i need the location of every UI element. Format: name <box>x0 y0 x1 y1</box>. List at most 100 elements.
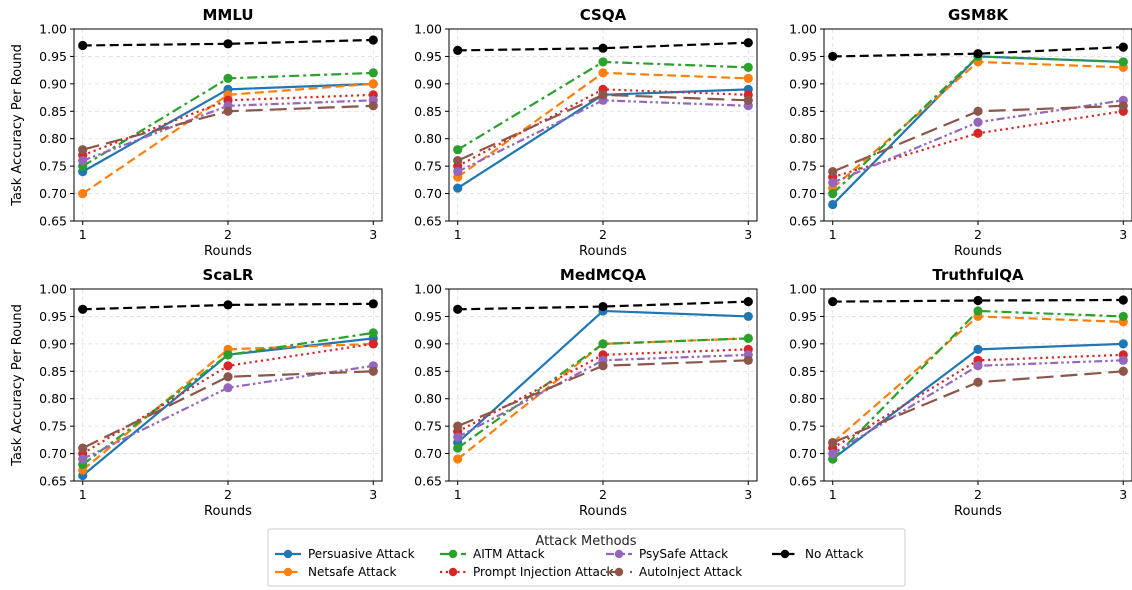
plot-frame <box>823 288 1132 482</box>
legend-swatch-marker <box>448 549 458 559</box>
x-axis-label: Rounds <box>204 504 252 519</box>
data-point-aitm-attack <box>223 350 233 360</box>
subplot-medmcqa: MedMCQA 0.65 0.70 0.75 0.80 0.85 0.90 0.95 1.00 1… <box>414 266 758 519</box>
y-tick-label: 0.90 <box>414 336 442 351</box>
y-tick-label: 0.75 <box>789 159 817 174</box>
data-point-netsafe-attack <box>598 68 608 78</box>
y-tick-label: 0.85 <box>39 364 67 379</box>
legend-label: Netsafe Attack <box>308 565 396 579</box>
plot-frame <box>448 288 758 482</box>
legend-swatch-marker <box>614 549 624 559</box>
series-line-no-attack <box>82 38 374 47</box>
data-point-aitm-attack <box>368 328 378 338</box>
subplot-title: GSM8K <box>948 6 1009 24</box>
data-point-autoinject-attack <box>223 372 233 382</box>
series-line-autoinject-attack <box>82 370 374 450</box>
data-point-aitm-attack <box>743 62 753 72</box>
data-point-no-attack <box>223 300 233 310</box>
data-point-no-attack <box>828 51 838 62</box>
series-line-netsafe-attack <box>457 337 749 460</box>
data-point-autoinject-attack <box>453 421 463 431</box>
data-point-psysafe-attack <box>78 454 88 464</box>
x-tick-label: 3 <box>1119 487 1127 502</box>
x-tick-label: 2 <box>599 227 607 242</box>
y-tick-label: 0.90 <box>39 76 67 91</box>
legend-swatch-marker <box>614 567 624 577</box>
series-line-aitm-attack <box>831 309 1124 460</box>
y-tick-label: 0.95 <box>414 49 442 64</box>
data-point-persuasive-attack <box>973 344 983 354</box>
y-tick-label: 0.65 <box>414 474 442 489</box>
legend-label: AITM Attack <box>473 547 545 561</box>
series-line-no-attack <box>82 302 374 311</box>
data-point-no-attack <box>973 295 983 306</box>
data-point-no-attack <box>828 297 838 307</box>
data-point-no-attack <box>453 45 463 55</box>
subplot-truthfulqa: TruthfulQA 0.65 0.70 0.75 0.80 0.85 0.90 0.95 1.… <box>789 266 1132 519</box>
series-line-psysafe-attack <box>832 359 1124 455</box>
x-tick-label: 2 <box>224 487 232 502</box>
subplot-title: MedMCQA <box>560 266 647 284</box>
data-point-autoinject-attack <box>368 101 378 111</box>
data-point-netsafe-attack <box>78 188 88 199</box>
y-tick-label: 0.80 <box>789 391 817 406</box>
data-point-autoinject-attack <box>598 361 608 371</box>
x-tick-label: 1 <box>829 227 837 242</box>
legend-title: Attack Methods <box>535 534 636 549</box>
legend-entry-aitm-attack: AITM Attack <box>440 547 545 561</box>
y-tick-label: 0.70 <box>414 186 442 201</box>
data-point-autoinject-attack <box>828 438 838 448</box>
data-point-autoinject-attack <box>78 145 88 155</box>
data-point-autoinject-attack <box>453 156 463 166</box>
data-point-psysafe-attack <box>828 448 838 459</box>
legend-entry-no-attack: No Attack <box>772 547 863 561</box>
legend-entry-persuasive-attack: Persuasive Attack <box>275 547 415 561</box>
y-tick-label: 0.85 <box>789 104 817 119</box>
legend-swatch-marker <box>448 567 458 577</box>
data-point-netsafe-attack <box>453 454 463 464</box>
data-point-autoinject-attack <box>743 95 753 105</box>
data-point-autoinject-attack <box>1118 366 1128 376</box>
x-tick-label: 2 <box>224 227 232 242</box>
data-point-autoinject-attack <box>78 443 88 453</box>
y-tick-label: 0.80 <box>414 131 442 146</box>
data-point-psysafe-attack <box>973 117 983 127</box>
subplot-title: CSQA <box>580 6 627 24</box>
data-point-netsafe-attack <box>743 73 753 83</box>
data-point-prompt-injection-attack <box>223 361 233 371</box>
y-tick-label: 0.75 <box>414 419 442 434</box>
y-tick-label: 0.90 <box>789 76 817 91</box>
x-axis-label: Rounds <box>954 244 1002 259</box>
data-point-no-attack <box>368 299 378 309</box>
y-tick-label: 0.65 <box>789 474 817 489</box>
x-tick-label: 2 <box>599 487 607 502</box>
x-tick-label: 1 <box>829 487 837 502</box>
data-point-prompt-injection-attack <box>368 339 378 349</box>
y-tick-label: 1.00 <box>789 282 817 297</box>
x-tick-label: 3 <box>369 487 377 502</box>
data-point-psysafe-attack <box>828 178 838 188</box>
subplot-grid: MMLU 0.65 0.70 0.75 0.80 0.85 0.90 0.95 1.00 1 2 3 R… <box>10 6 1132 519</box>
y-tick-label: 0.85 <box>414 364 442 379</box>
x-tick-label: 3 <box>744 487 752 502</box>
y-tick-label: 1.00 <box>39 22 67 37</box>
series-line-no-attack <box>457 41 749 52</box>
data-point-psysafe-attack <box>1118 355 1128 365</box>
y-tick-label: 0.70 <box>414 446 442 461</box>
data-point-netsafe-attack <box>368 79 378 89</box>
y-tick-label: 0.75 <box>414 159 442 174</box>
data-point-aitm-attack <box>223 73 233 83</box>
y-tick-label: 1.00 <box>414 22 442 37</box>
legend-entry-psysafe-attack: PsySafe Attack <box>606 547 728 561</box>
legend-label: Prompt Injection Attack <box>473 565 613 579</box>
data-point-no-attack <box>598 301 608 312</box>
legend-swatch-marker <box>283 567 293 577</box>
y-tick-label: 0.80 <box>789 131 817 146</box>
y-tick-label: 1.00 <box>789 22 817 37</box>
x-tick-label: 3 <box>744 227 752 242</box>
y-tick-label: 1.00 <box>414 282 442 297</box>
legend-entry-prompt-injection-attack: Prompt Injection Attack <box>440 565 613 579</box>
data-point-no-attack <box>78 304 88 314</box>
y-tick-label: 0.90 <box>789 336 817 351</box>
data-point-autoinject-attack <box>1118 101 1128 111</box>
